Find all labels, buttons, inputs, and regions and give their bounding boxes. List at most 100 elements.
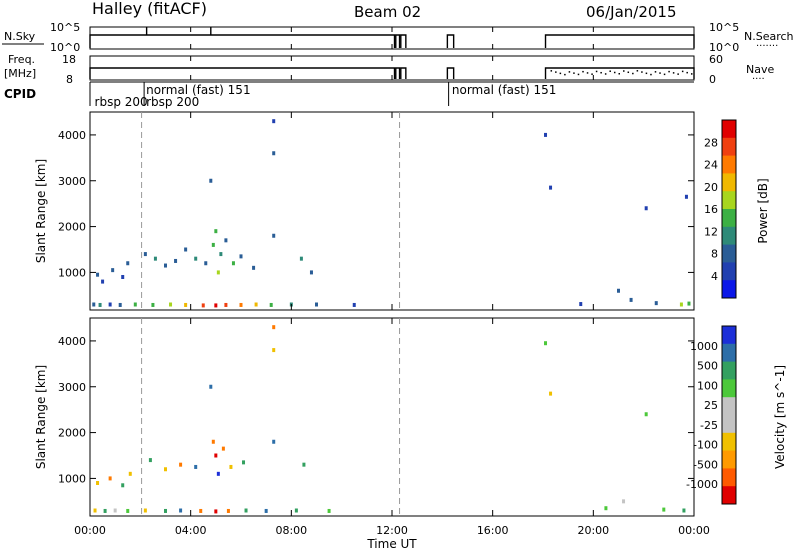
nave-point <box>555 71 557 73</box>
data-cell <box>204 261 208 266</box>
nave-point <box>632 72 634 75</box>
nave-point <box>650 73 652 76</box>
power-yticks: 1000 2000 3000 4000 <box>58 129 694 279</box>
colorbar-swatch <box>722 173 736 192</box>
colorbar-tick: -500 <box>693 458 718 471</box>
nsearch-label: N.Search <box>744 30 794 43</box>
data-cell <box>579 302 583 307</box>
nave-tick-bottom: 0 <box>709 73 716 86</box>
colorbar-swatch <box>722 450 736 469</box>
colorbar-swatch <box>722 361 736 380</box>
nave-point <box>568 71 571 73</box>
colorbar-tick: 16 <box>704 203 718 216</box>
data-cell <box>242 460 246 465</box>
data-cell <box>221 446 225 451</box>
nave-point <box>668 70 670 73</box>
freq-segment <box>89 67 396 79</box>
data-cell <box>684 194 688 199</box>
x-tick-label: 00:00 <box>678 524 710 537</box>
data-cell <box>126 261 130 266</box>
colorbar-swatch <box>722 137 736 157</box>
colorbar-tick: 100 <box>697 379 718 392</box>
nave-point <box>641 71 643 73</box>
colorbar-tick: 24 <box>704 159 718 172</box>
nave-point <box>618 73 620 75</box>
data-cell <box>121 275 125 279</box>
colorbar-tick: 500 <box>697 360 718 373</box>
cpid-entry: rbsp 200 <box>95 95 148 109</box>
data-cell <box>352 302 356 307</box>
nsky-segment <box>89 34 396 48</box>
nave-point <box>627 71 630 74</box>
power-panel: Slant Range [km] 1000 2000 3000 4000 4 8 12 16… <box>34 111 770 311</box>
nave-point <box>595 70 598 73</box>
colorbar-tick: 28 <box>704 136 718 149</box>
data-cell <box>654 301 658 306</box>
freq-tick-bottom: 8 <box>66 73 73 86</box>
power-colorbar-label: Power [dB] <box>756 178 770 243</box>
data-cell <box>252 265 256 270</box>
data-cell <box>92 302 96 307</box>
nsky-tick-top: 10^5 <box>50 21 80 34</box>
data-cell <box>201 303 205 308</box>
freq-label-1: Freq. <box>8 53 35 66</box>
nave-point <box>591 73 593 75</box>
freq-segment <box>446 67 455 79</box>
velocity-data <box>93 325 686 514</box>
power-ylabel: Slant Range [km] <box>34 159 48 263</box>
x-tick-label: 16:00 <box>477 524 509 537</box>
data-cell <box>164 508 167 513</box>
nsky-strip: N.Sky 10^5 10^0 10^5 10^0 N.Search ·····… <box>2 21 794 54</box>
colorbar-swatch <box>722 120 736 139</box>
colorbar-swatch <box>722 244 736 263</box>
data-cell <box>118 302 122 307</box>
y-tick-label: 1000 <box>58 266 86 279</box>
nave-point <box>604 73 607 75</box>
x-tick-label: 20:00 <box>577 524 609 537</box>
nave-point <box>681 70 684 73</box>
colorbar-swatch <box>722 486 736 505</box>
data-cell <box>617 288 620 293</box>
cpid-entry: normal (fast) 151 <box>452 83 556 97</box>
data-cell <box>209 384 213 389</box>
power-data <box>92 119 691 308</box>
cpid-label: CPID <box>4 87 36 101</box>
data-cell <box>544 341 548 346</box>
data-cell <box>299 256 303 261</box>
freq-label-2: [MHz] <box>4 67 36 80</box>
data-cell <box>272 439 276 444</box>
data-cell <box>148 458 152 463</box>
velocity-colorbar-label: Velocity [m s^-1] <box>773 365 787 469</box>
data-cell <box>143 252 147 257</box>
cpid-entry: normal (fast) 151 <box>146 83 250 97</box>
velocity-yticks: 1000 2000 3000 4000 <box>58 335 694 485</box>
nave-label: Nave <box>746 63 774 76</box>
nave-point <box>636 70 639 72</box>
beam-title: Beam 02 <box>354 3 421 21</box>
data-cell <box>174 258 178 263</box>
nsky-label: N.Sky <box>4 30 36 43</box>
data-cell <box>302 462 306 467</box>
nave-point <box>577 73 580 76</box>
nave-point <box>586 72 589 74</box>
data-cell <box>226 508 230 513</box>
data-cell <box>264 508 268 513</box>
data-cell <box>214 303 218 308</box>
colorbar-tick: -1000 <box>686 478 718 491</box>
x-tick-label: 04:00 <box>175 524 207 537</box>
data-cell <box>96 481 100 485</box>
data-cell <box>103 508 107 513</box>
data-cell <box>244 508 248 513</box>
y-tick-label: 2000 <box>58 427 86 440</box>
colorbar-tick: -100 <box>693 439 718 452</box>
nsky-segment <box>446 34 455 48</box>
data-cell <box>216 471 220 476</box>
data-cell <box>272 348 276 353</box>
nave-point <box>659 72 661 74</box>
y-tick-label: 3000 <box>58 381 86 394</box>
data-cell <box>622 499 626 504</box>
nave-point <box>582 70 584 73</box>
data-cell <box>108 302 112 307</box>
velocity-ylabel: Slant Range [km] <box>34 365 48 469</box>
